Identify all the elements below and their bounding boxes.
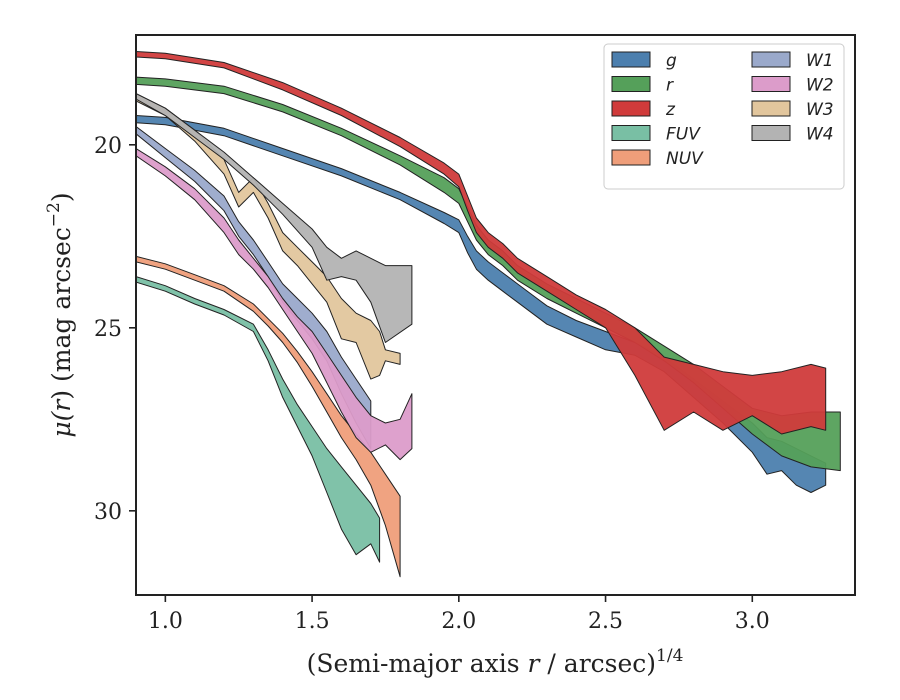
legend-swatch xyxy=(751,76,791,92)
legend: grz FUV NUV W1 W2 W3 W4 xyxy=(603,43,845,190)
legend-label: W4 xyxy=(806,125,834,145)
legend-label: z xyxy=(665,100,676,120)
y-axis-title: μ(r) (mag arcsec−2) xyxy=(44,192,76,437)
legend-entry-fuv: FUV xyxy=(611,125,701,145)
band-z xyxy=(136,51,827,435)
legend-swatch xyxy=(751,100,791,117)
band-w2 xyxy=(136,148,413,461)
legend-swatch xyxy=(611,149,651,166)
legend-label: W3 xyxy=(806,100,834,120)
x-tick-label: 3.0 xyxy=(735,609,770,634)
y-tick-label: 30 xyxy=(94,500,122,525)
series-layer xyxy=(136,51,841,578)
band-fuv xyxy=(136,276,381,563)
legend-label: NUV xyxy=(666,149,704,169)
legend-label: r xyxy=(666,76,674,96)
plot-frame xyxy=(135,34,856,596)
y-tick-label: 20 xyxy=(94,134,122,159)
x-tick-label: 2.0 xyxy=(441,609,476,634)
legend-entry-r: r xyxy=(611,76,674,96)
ticks-layer: 1.0 1.5 2.0 2.5 3.0 20 25 30 xyxy=(94,134,770,634)
legend-entry-w2: W2 xyxy=(751,76,834,96)
legend-label: W1 xyxy=(806,51,834,71)
legend-entry-g: g xyxy=(611,51,677,71)
legend-entry-w4: W4 xyxy=(751,125,834,145)
y-tick-label: 25 xyxy=(94,317,122,342)
legend-label: W2 xyxy=(806,76,834,96)
x-tick-label: 1.5 xyxy=(295,609,330,634)
band-w4 xyxy=(136,93,413,343)
x-tick-label: 1.0 xyxy=(148,609,183,634)
legend-label: FUV xyxy=(666,125,701,145)
legend-swatch xyxy=(611,76,651,92)
legend-entry-w3: W3 xyxy=(751,100,834,120)
legend-swatch xyxy=(611,51,651,68)
legend-swatch xyxy=(611,100,651,117)
legend-entry-nuv: NUV xyxy=(611,149,704,169)
band-nuv xyxy=(136,255,401,578)
legend-label: g xyxy=(666,51,677,71)
legend-entries: grz FUV NUV W1 W2 W3 W4 xyxy=(611,51,834,169)
legend-swatch xyxy=(611,125,651,141)
legend-swatch xyxy=(751,125,791,141)
legend-entry-w1: W1 xyxy=(751,51,834,71)
legend-swatch xyxy=(751,51,791,68)
band-g xyxy=(136,115,827,493)
x-axis-title: (Semi-major axis r / arcsec)1/4 xyxy=(307,646,684,678)
x-tick-label: 2.5 xyxy=(588,609,623,634)
legend-entry-z: z xyxy=(611,100,676,120)
